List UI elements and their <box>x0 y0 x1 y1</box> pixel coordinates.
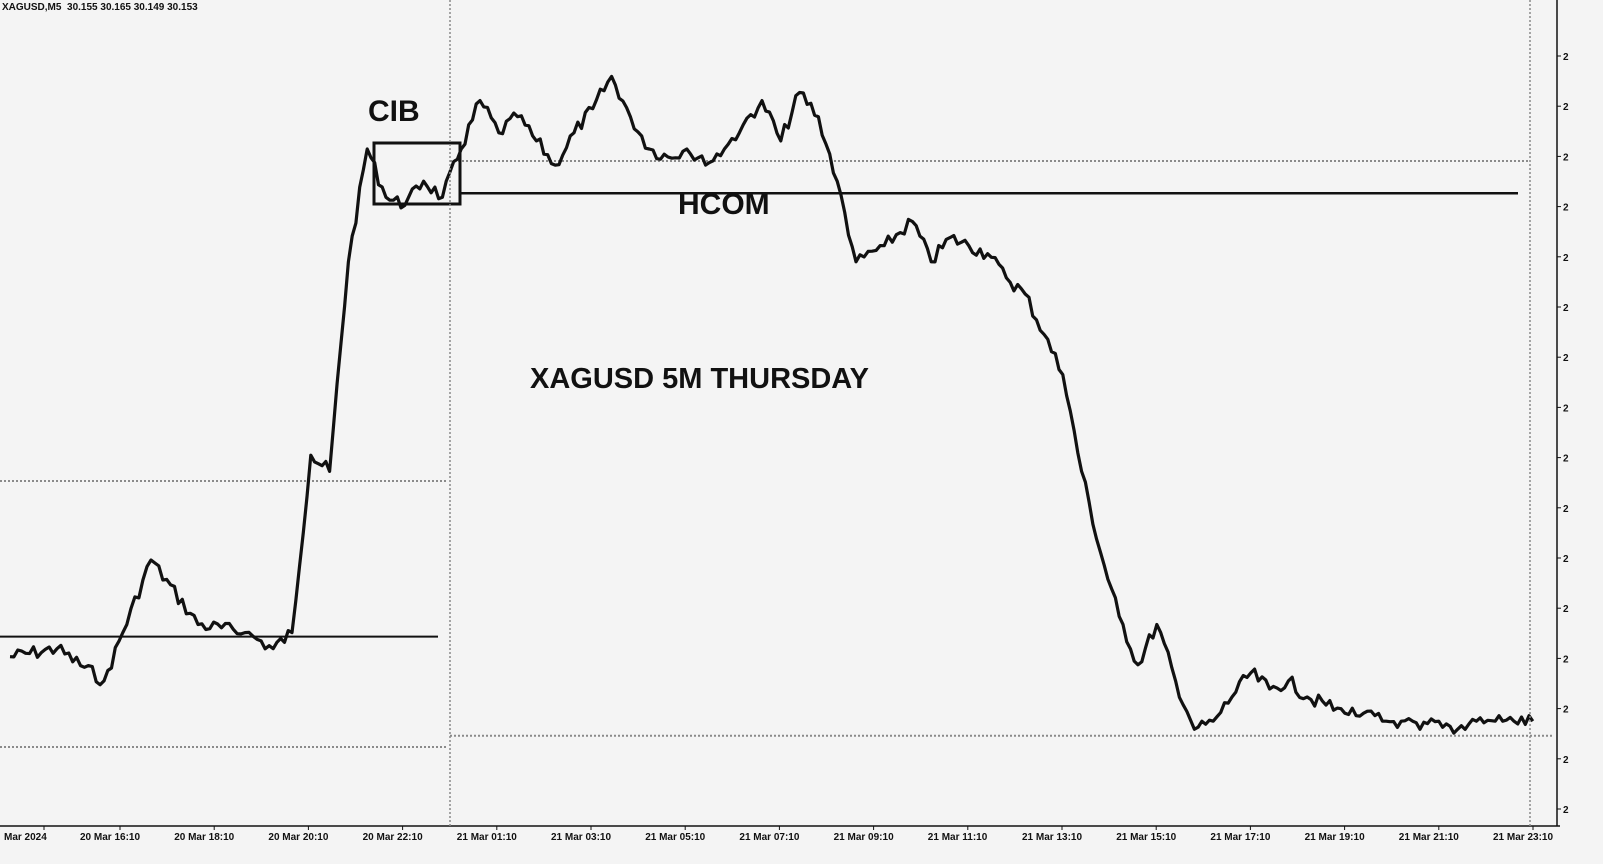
x-tick-label: 20 Mar 18:10 <box>174 832 234 843</box>
x-tick-label: 21 Mar 01:10 <box>457 832 517 843</box>
x-tick-label: 21 Mar 09:10 <box>834 832 894 843</box>
y-tick-label: 2 <box>1563 755 1569 766</box>
x-tick-label: 21 Mar 05:10 <box>645 832 705 843</box>
y-tick-label: 2 <box>1563 102 1569 113</box>
symbol-label: XAGUSD,M5 <box>2 2 62 13</box>
x-tick-label: 20 Mar 22:10 <box>363 832 423 843</box>
chart-title: XAGUSD 5M THURSDAY <box>530 363 869 395</box>
hcom-label: HCOM <box>678 188 770 221</box>
x-tick-label: 21 Mar 13:10 <box>1022 832 1082 843</box>
x-tick-label: 21 Mar 07:10 <box>739 832 799 843</box>
y-tick-label: 2 <box>1563 353 1569 364</box>
x-tick-label: Mar 2024 <box>4 832 47 843</box>
y-tick-label: 2 <box>1563 454 1569 465</box>
x-tick-label: 21 Mar 17:10 <box>1210 832 1270 843</box>
x-tick-label: 21 Mar 03:10 <box>551 832 611 843</box>
chart-header: XAGUSD,M5 30.155 30.165 30.149 30.153 <box>2 2 198 13</box>
y-tick-label: 2 <box>1563 52 1569 63</box>
x-tick-label: 20 Mar 20:10 <box>268 832 328 843</box>
y-tick-label: 2 <box>1563 654 1569 665</box>
x-tick-label: 21 Mar 19:10 <box>1305 832 1365 843</box>
y-tick-label: 2 <box>1563 253 1569 264</box>
y-tick-label: 2 <box>1563 504 1569 515</box>
cib-box <box>372 141 462 206</box>
x-tick-label: 20 Mar 16:10 <box>80 832 140 843</box>
y-tick-label: 2 <box>1563 303 1569 314</box>
x-tick-label: 21 Mar 11:10 <box>928 832 988 843</box>
y-tick-label: 2 <box>1563 203 1569 214</box>
y-tick-label: 2 <box>1563 554 1569 565</box>
y-tick-label: 2 <box>1563 152 1569 163</box>
x-tick-label: 21 Mar 23:10 <box>1493 832 1553 843</box>
y-tick-label: 2 <box>1563 604 1569 615</box>
y-tick-label: 2 <box>1563 805 1569 816</box>
ohlc-readout: 30.155 30.165 30.149 30.153 <box>67 2 198 13</box>
y-tick-label: 2 <box>1563 705 1569 716</box>
price-series-line <box>9 74 1535 735</box>
y-tick-label: 2 <box>1563 403 1569 414</box>
cib-label: CIB <box>368 95 420 128</box>
x-tick-label: 21 Mar 15:10 <box>1116 832 1176 843</box>
x-tick-label: 21 Mar 21:10 <box>1399 832 1459 843</box>
